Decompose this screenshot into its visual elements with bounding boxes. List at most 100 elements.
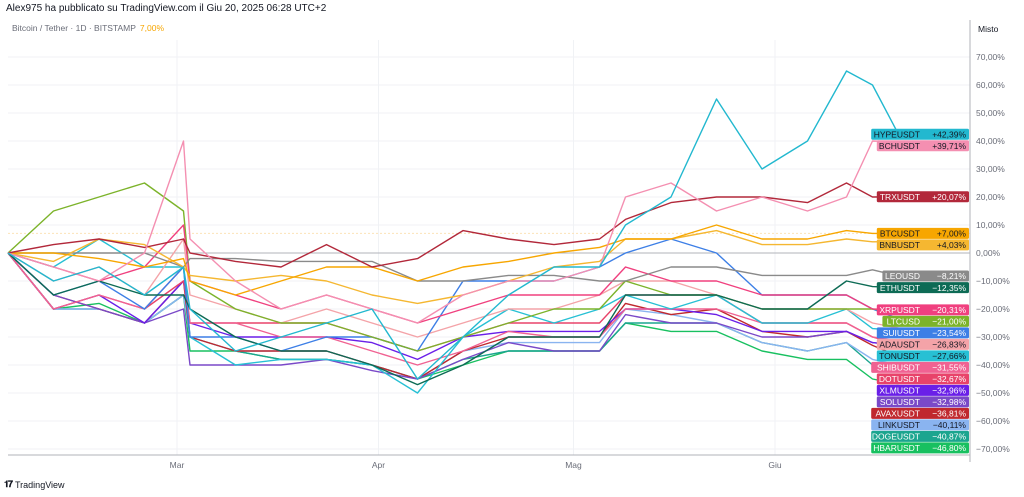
y-tick-label: 60,00% — [976, 80, 1005, 90]
x-tick-label: Apr — [372, 460, 385, 470]
series-label-bg-trxusdt — [876, 191, 969, 203]
series-label-name: TONUSDT — [879, 351, 920, 361]
symbol-info: Bitcoin / Tether · 1D · BITSTAMP 7,00% — [12, 23, 164, 33]
brand-label[interactable]: TradingView — [15, 479, 65, 490]
y-tick-label: 0,00% — [976, 248, 1001, 258]
series-label-bg-suiusdt — [876, 327, 969, 339]
series-label-value: +4,03% — [937, 240, 967, 250]
series-line-bchusdt — [7, 140, 899, 324]
series-label-value: +39,71% — [932, 141, 966, 151]
y-tick-label: −40,00% — [976, 360, 1010, 370]
y-tick-label: 50,00% — [976, 108, 1005, 118]
y-tick-label: −30,00% — [976, 332, 1010, 342]
series-label-name: AVAXUSDT — [875, 409, 920, 419]
series-label-bg-bchusdt — [876, 140, 969, 152]
series-line-linkusdt — [7, 252, 899, 380]
series-label-value: −32,67% — [932, 374, 966, 384]
series-line-avaxusdt — [7, 252, 899, 380]
series-label-name: SUIUSDT — [883, 328, 920, 338]
series-line-dogeusdt — [7, 252, 899, 380]
y-tick-label: −10,00% — [976, 276, 1010, 286]
series-label-value: +42,39% — [932, 130, 966, 140]
y-tick-label: 70,00% — [976, 52, 1005, 62]
series-label-name: BNBUSDT — [879, 240, 920, 250]
series-label-value: −26,83% — [932, 340, 966, 350]
y-tick-label: −20,00% — [976, 304, 1010, 314]
series-line-trxusdt — [7, 182, 899, 268]
series-label-value: −32,98% — [932, 397, 966, 407]
series-label-bg-linkusdt — [871, 419, 969, 431]
series-label-name: HYPEUSDT — [874, 130, 920, 140]
series-label-bg-xlmusdt — [876, 384, 969, 396]
footer: 𝟏𝟕 TradingView — [4, 479, 65, 490]
series-label-bg-solusdt — [876, 396, 969, 408]
series-line-btcusdt — [8, 224, 899, 296]
series-label-name: BTCUSDT — [880, 229, 920, 239]
tradingview-logo-icon: 𝟏𝟕 — [4, 479, 13, 489]
y-tick-label: −60,00% — [976, 416, 1010, 426]
series-label-name: DOGEUSDT — [872, 432, 920, 442]
series-label-value: −21,00% — [932, 317, 966, 327]
series-label-name: XLMUSDT — [879, 386, 920, 396]
series-label-bg-ltcusd — [882, 315, 969, 327]
series-label-bg-adausdt — [876, 338, 969, 350]
series-label-value: −27,66% — [932, 351, 966, 361]
y-tick-label: −50,00% — [976, 388, 1010, 398]
series-line-ethusdt — [7, 252, 899, 386]
series-label-bg-hbarusdt — [871, 442, 969, 454]
series-label-value: −12,35% — [932, 283, 966, 293]
series-label-name: HBARUSDT — [873, 443, 920, 453]
series-label-name: ADAUSDT — [879, 340, 920, 350]
series-label-bg-avaxusdt — [871, 407, 969, 419]
series-label-value: −36,81% — [932, 409, 966, 419]
series-label-value: −32,96% — [932, 386, 966, 396]
series-label-name: ETHUSDT — [880, 283, 920, 293]
series-label-bg-dogeusdt — [871, 430, 969, 442]
y-tick-label: 20,00% — [976, 192, 1005, 202]
series-label-bg-bnbusdt — [876, 239, 969, 251]
series-label-name: BCHUSDT — [879, 141, 920, 151]
series-label-bg-dotusdt — [876, 373, 969, 385]
series-label-bg-ethusdt — [876, 282, 969, 294]
symbol-change: 7,00% — [139, 23, 165, 33]
y-tick-label: 10,00% — [976, 220, 1005, 230]
series-label-name: TRXUSDT — [880, 192, 920, 202]
y-tick-label: −70,00% — [976, 444, 1010, 454]
series-label-value: −40,87% — [932, 432, 966, 442]
series-label-value: +7,00% — [937, 229, 967, 239]
x-tick-label: Mar — [170, 460, 185, 470]
series-label-name: SOLUSDT — [880, 397, 920, 407]
series-label-name: XRPUSDT — [879, 305, 920, 315]
series-line-hypeusdt — [7, 70, 900, 380]
series-line-xrpusdt — [7, 224, 899, 324]
x-tick-label: Giu — [768, 460, 782, 470]
published-info: Alex975 ha pubblicato su TradingView.com… — [6, 3, 327, 14]
series-label-name: SHIBUSDT — [877, 363, 920, 373]
series-label-value: −40,11% — [933, 420, 967, 430]
series-label-name: LINKUSDT — [878, 420, 920, 430]
y-tick-label: 40,00% — [976, 136, 1005, 146]
series-label-value: −46,80% — [932, 443, 966, 453]
series-label-value: −20,31% — [932, 305, 966, 315]
symbol-label: Bitcoin / Tether · 1D · BITSTAMP — [12, 23, 136, 33]
scale-mode-label: Misto — [978, 24, 999, 34]
x-tick-label: Mag — [565, 460, 582, 470]
series-label-name: LTCUSD — [887, 317, 920, 327]
series-label-bg-leousd — [882, 270, 969, 282]
series-label-name: LEOUSD — [885, 271, 920, 281]
series-label-value: −8,21% — [937, 271, 967, 281]
series-label-bg-btcusdt — [876, 227, 969, 239]
series-label-name: DOTUSDT — [879, 374, 920, 384]
series-label-value: −23,54% — [932, 328, 966, 338]
series-line-solusdt — [7, 252, 899, 380]
series-label-bg-hypeusdt — [871, 128, 969, 140]
series-label-bg-tonusdt — [876, 350, 969, 362]
series-label-bg-xrpusdt — [876, 304, 969, 316]
y-tick-label: 30,00% — [976, 164, 1005, 174]
series-label-bg-shibusdt — [871, 361, 969, 373]
series-label-value: +20,07% — [932, 192, 966, 202]
series-label-value: −31,55% — [932, 363, 966, 373]
series-line-leousd — [8, 252, 899, 282]
